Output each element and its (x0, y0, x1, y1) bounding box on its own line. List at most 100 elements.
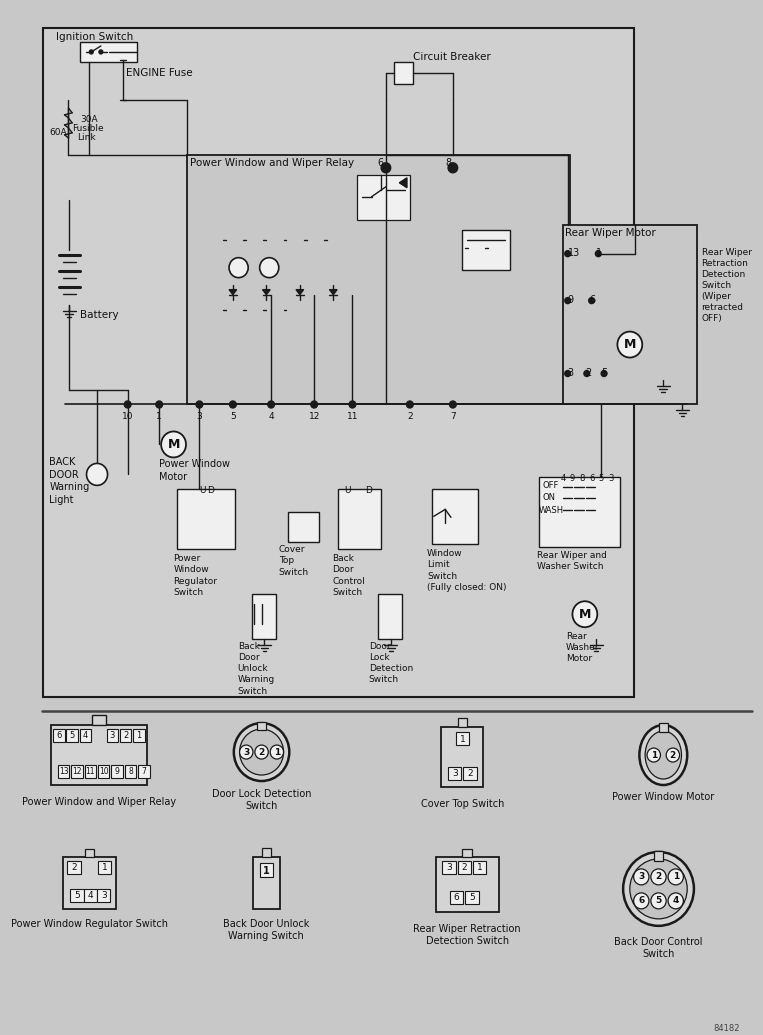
Text: Rear Wiper Motor: Rear Wiper Motor (565, 228, 655, 238)
Bar (563, 225, 697, 405)
Text: 13: 13 (59, 767, 69, 776)
Text: 84182: 84182 (713, 1024, 740, 1033)
Text: 3: 3 (197, 413, 202, 421)
Text: 3: 3 (608, 474, 613, 483)
Text: 30A: 30A (80, 115, 98, 124)
Text: Rear Wiper Retraction
Detection Switch: Rear Wiper Retraction Detection Switch (414, 924, 521, 946)
Text: Back Door Unlock
Warning Switch: Back Door Unlock Warning Switch (223, 919, 310, 941)
Circle shape (229, 258, 248, 277)
Text: 1: 1 (137, 731, 142, 740)
Text: 1: 1 (101, 863, 108, 871)
Text: ON: ON (542, 494, 555, 502)
Text: 2: 2 (467, 769, 473, 778)
Text: M: M (623, 338, 636, 351)
Circle shape (647, 748, 661, 762)
Text: 9: 9 (568, 295, 574, 304)
Text: 6: 6 (589, 474, 594, 483)
Circle shape (633, 869, 649, 885)
Bar (378, 594, 402, 640)
Text: 2: 2 (462, 863, 467, 871)
Circle shape (668, 893, 684, 909)
Text: Power Window and Wiper Relay: Power Window and Wiper Relay (22, 797, 176, 807)
Circle shape (240, 745, 253, 759)
Text: Fusible: Fusible (72, 124, 104, 132)
Circle shape (349, 401, 356, 408)
Text: 4: 4 (560, 474, 565, 483)
Bar (463, 767, 477, 780)
Text: 7: 7 (450, 413, 456, 421)
Text: 4: 4 (83, 731, 89, 740)
Circle shape (448, 162, 458, 173)
Text: Rear
Washer
Motor: Rear Washer Motor (565, 632, 599, 663)
Bar (97, 889, 111, 901)
Circle shape (633, 893, 649, 909)
Circle shape (589, 298, 594, 303)
Bar (262, 848, 271, 857)
Text: Rear Wiper
Retraction
Detection
Switch
(Wiper
retracted
OFF): Rear Wiper Retraction Detection Switch (… (701, 247, 752, 323)
Ellipse shape (639, 726, 687, 785)
Text: 1: 1 (156, 413, 162, 421)
Text: 6: 6 (454, 893, 459, 901)
Text: 3: 3 (638, 873, 645, 882)
Text: 6: 6 (638, 896, 645, 906)
Bar (432, 490, 478, 544)
Text: 5: 5 (598, 474, 604, 483)
Text: 1: 1 (274, 747, 280, 757)
Text: Battery: Battery (80, 309, 118, 320)
Text: 9: 9 (114, 767, 120, 776)
Text: 5: 5 (601, 367, 607, 378)
Bar (67, 861, 81, 874)
Text: 2: 2 (655, 873, 662, 882)
Bar (120, 729, 131, 742)
Polygon shape (262, 290, 270, 295)
Text: 5: 5 (74, 891, 80, 899)
Bar (85, 849, 94, 857)
Text: M: M (578, 608, 591, 621)
Text: 60A: 60A (50, 128, 67, 137)
Text: Window
Limit
Switch
(Fully closed: ON): Window Limit Switch (Fully closed: ON) (427, 550, 507, 592)
Circle shape (668, 869, 684, 885)
Circle shape (449, 401, 456, 408)
Text: 2: 2 (71, 863, 77, 871)
Bar (58, 765, 69, 778)
Circle shape (230, 401, 237, 408)
Bar (462, 230, 510, 270)
Bar (51, 726, 146, 785)
Bar (357, 175, 410, 219)
Circle shape (124, 401, 131, 408)
Text: Rear Wiper and
Washer Switch: Rear Wiper and Washer Switch (537, 552, 607, 571)
Text: 3: 3 (452, 769, 458, 778)
Text: U: U (199, 486, 206, 496)
Text: Ignition Switch: Ignition Switch (56, 32, 134, 42)
Text: WASH: WASH (539, 506, 564, 515)
Text: 7: 7 (141, 767, 146, 776)
Bar (458, 718, 467, 727)
Bar (177, 490, 235, 550)
Text: 6: 6 (56, 731, 62, 740)
Bar (473, 861, 486, 874)
Text: 2: 2 (123, 731, 128, 740)
Text: 10: 10 (122, 413, 134, 421)
Bar (441, 727, 484, 787)
Bar (253, 857, 280, 909)
Bar (85, 765, 96, 778)
Text: 8: 8 (579, 474, 584, 483)
Text: 2: 2 (407, 413, 413, 421)
Text: U: U (344, 486, 350, 496)
Circle shape (617, 331, 642, 357)
Ellipse shape (240, 729, 284, 775)
Text: Power Window and Wiper Relay: Power Window and Wiper Relay (190, 157, 354, 168)
Circle shape (382, 162, 391, 173)
Bar (654, 851, 663, 861)
Polygon shape (229, 290, 237, 295)
Circle shape (89, 50, 93, 54)
Circle shape (268, 401, 275, 408)
Text: 3: 3 (568, 367, 574, 378)
Bar (80, 42, 137, 62)
Bar (394, 62, 413, 84)
Polygon shape (296, 290, 304, 295)
Text: 5: 5 (655, 896, 662, 906)
Text: Door Lock Detection
Switch: Door Lock Detection Switch (212, 789, 311, 811)
Text: Door
Lock
Detection
Switch: Door Lock Detection Switch (369, 642, 413, 684)
Circle shape (196, 401, 203, 408)
